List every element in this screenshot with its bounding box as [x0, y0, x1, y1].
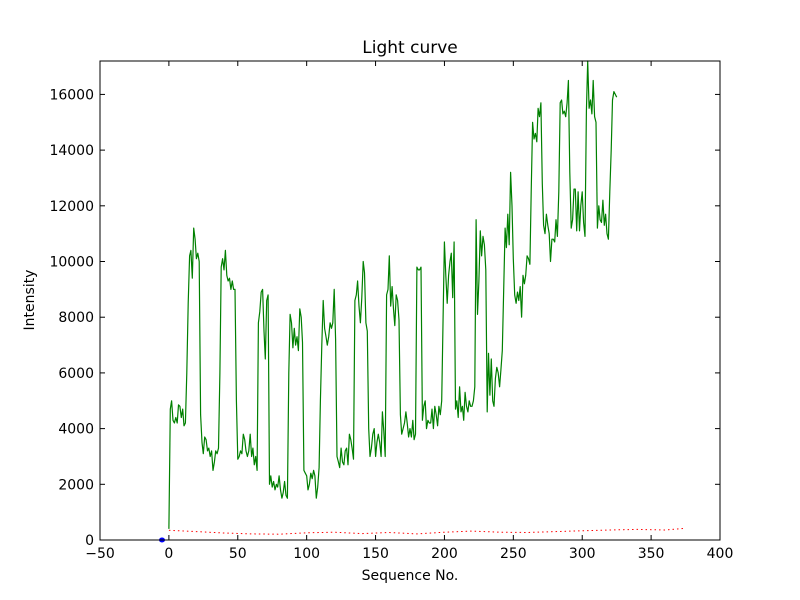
- x-tick-label: 100: [293, 546, 320, 562]
- x-tick-label: 50: [229, 546, 247, 562]
- x-tick-label: −50: [85, 546, 115, 562]
- x-tick-label: 0: [164, 546, 173, 562]
- y-tick-label: 2000: [58, 477, 94, 493]
- x-tick-label: 400: [707, 546, 734, 562]
- x-tick-label: 250: [500, 546, 527, 562]
- x-tick-label: 150: [362, 546, 389, 562]
- x-axis-label: Sequence No.: [362, 568, 459, 584]
- series-line-2: [168, 527, 686, 535]
- y-axis-label: Intensity: [22, 270, 38, 331]
- axis-ticks: −50 0 50 100 150 200 250 300 350 4000200040006000…: [49, 61, 733, 562]
- data-series: [159, 60, 686, 543]
- chart-title: Light curve: [362, 38, 457, 58]
- series-line-1: [168, 60, 618, 529]
- y-tick-label: 12000: [49, 199, 94, 215]
- y-tick-label: 14000: [49, 143, 94, 159]
- plot-frame: [99, 60, 721, 541]
- y-tick-label: 4000: [58, 422, 94, 438]
- y-tick-label: 10000: [49, 255, 94, 271]
- y-tick-label: 6000: [58, 366, 94, 382]
- y-tick-label: 0: [85, 533, 94, 549]
- y-tick-label: 8000: [58, 310, 94, 326]
- x-tick-label: 200: [431, 546, 458, 562]
- x-tick-label: 350: [638, 546, 665, 562]
- y-tick-label: 16000: [49, 87, 94, 103]
- x-tick-label: 300: [569, 546, 596, 562]
